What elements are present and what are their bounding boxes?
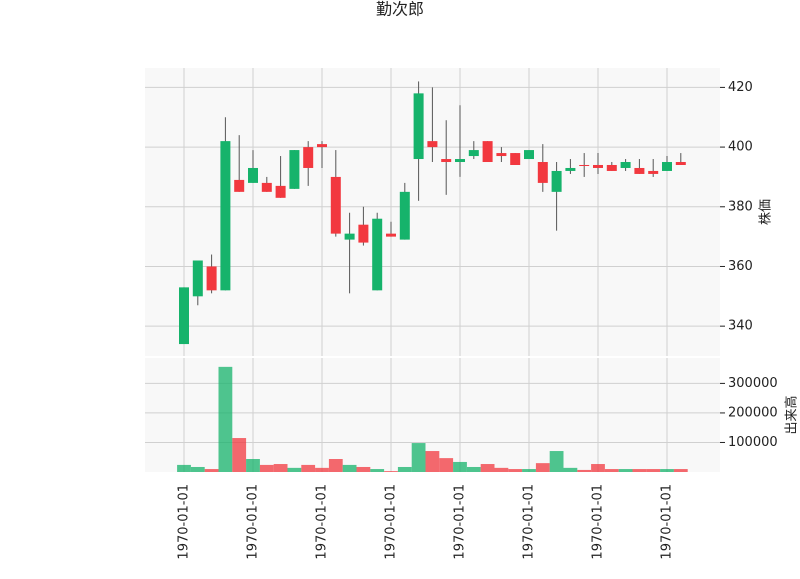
y-tick-label: 420 — [728, 80, 753, 95]
candle-body — [330, 176, 341, 234]
candle-body — [358, 224, 369, 243]
candle-body — [482, 141, 493, 163]
volume-bar — [287, 467, 302, 472]
volume-bar — [328, 459, 343, 472]
volume-bar — [494, 467, 509, 472]
candle-body — [179, 287, 189, 345]
candle-body — [413, 93, 424, 160]
candle-body — [593, 164, 603, 168]
candle-body — [289, 150, 300, 189]
x-tick-label: 1970-01-01 — [453, 484, 468, 560]
volume-bar — [411, 443, 426, 472]
candle-body — [206, 266, 217, 291]
candle-body — [537, 162, 548, 183]
candle-body — [234, 179, 245, 192]
candle-body — [634, 167, 645, 174]
candle-body — [248, 167, 258, 183]
candle-body — [192, 260, 203, 297]
y2-tick-label: 200000 — [728, 405, 778, 420]
volume-bar — [425, 451, 440, 472]
volume-bar — [563, 467, 578, 472]
volume-bar — [204, 469, 219, 472]
volume-bar — [660, 469, 674, 472]
volume-bar — [232, 438, 247, 472]
candle-body — [275, 185, 286, 198]
volume-bar — [604, 469, 619, 472]
volume-bar — [673, 469, 688, 472]
volume-bar — [259, 464, 274, 472]
candle-body — [524, 150, 534, 160]
volume-bar — [466, 466, 481, 472]
volume-bar — [549, 451, 564, 472]
x-tick-label: 1970-01-01 — [591, 484, 606, 560]
y-axis-label: 株価 — [759, 199, 774, 225]
candle-body — [648, 170, 659, 174]
candle-body — [441, 159, 452, 163]
volume-bar — [315, 467, 329, 472]
y-tick-label: 340 — [728, 319, 753, 334]
candle-body — [565, 167, 576, 171]
volume-bar — [301, 464, 316, 472]
x-tick-label: 1970-01-01 — [522, 484, 537, 560]
x-tick-label: 1970-01-01 — [660, 484, 675, 560]
volume-bar — [591, 464, 605, 472]
volume-bar — [618, 469, 633, 472]
volume-bar — [522, 469, 536, 472]
candle-body — [620, 162, 631, 168]
candle-body — [399, 191, 410, 240]
volume-bar — [480, 464, 495, 472]
volume-bar — [453, 461, 467, 472]
volume-bar — [508, 469, 523, 472]
candle-body — [220, 141, 231, 291]
chart-title: 勤次郎 — [376, 0, 424, 19]
candle-body — [386, 233, 396, 237]
candle-body — [344, 233, 355, 240]
volume-bar — [342, 464, 357, 472]
candle-body — [261, 182, 272, 192]
candle-body — [551, 170, 562, 192]
y2-tick-label: 100000 — [728, 435, 778, 450]
x-tick-label: 1970-01-01 — [177, 484, 192, 560]
y-tick-label: 380 — [728, 199, 753, 214]
candle-body — [372, 218, 383, 291]
y-tick-label: 360 — [728, 259, 753, 274]
candle-body — [662, 162, 672, 171]
candle-body — [510, 153, 521, 165]
y2-axis-label: 出来高 — [784, 395, 800, 434]
volume-bar — [246, 459, 260, 472]
candle-body — [455, 159, 465, 163]
candle-body — [317, 144, 327, 148]
candle-body — [303, 147, 314, 168]
x-tick-label: 1970-01-01 — [246, 484, 261, 560]
volume-bar — [535, 463, 550, 472]
volume-bar — [646, 469, 661, 472]
y-tick-label: 400 — [728, 140, 753, 155]
candle-body — [427, 141, 438, 148]
candle-body — [579, 164, 590, 166]
candle-body — [496, 153, 507, 157]
volume-bar — [384, 471, 398, 472]
x-tick-label: 1970-01-01 — [315, 484, 330, 560]
candle-body — [606, 164, 617, 171]
volume-bar — [218, 366, 233, 472]
volume-bar — [273, 464, 288, 472]
volume-bar — [190, 466, 205, 472]
candle-body — [468, 150, 479, 157]
x-tick-label: 1970-01-01 — [384, 484, 399, 560]
volume-bar — [632, 469, 647, 472]
volume-bar — [356, 466, 371, 472]
candle-body — [675, 162, 686, 165]
volume-bar — [370, 469, 385, 472]
volume-bar — [577, 469, 592, 472]
volume-bar — [439, 458, 454, 472]
y2-tick-label: 300000 — [728, 376, 778, 391]
volume-bar — [177, 464, 191, 472]
volume-bar — [397, 466, 412, 472]
